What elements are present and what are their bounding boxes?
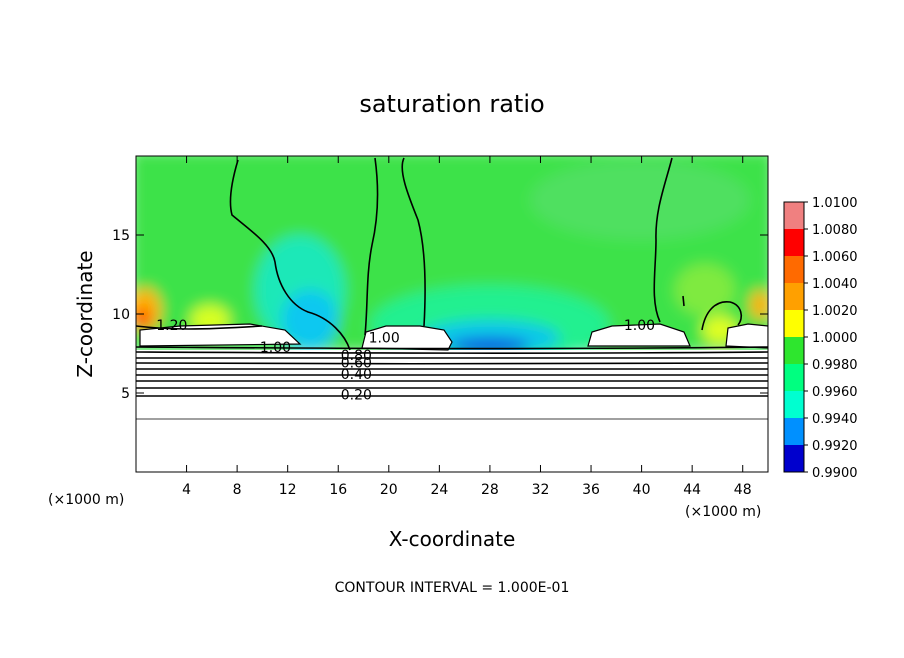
x-tick-label: 28 [481, 482, 499, 498]
contour-label: 0.80 [341, 348, 372, 364]
x-tick-label: 24 [430, 482, 448, 498]
colorbar-segment [784, 445, 804, 472]
x-unit-label-left: (×1000 m) [48, 492, 124, 508]
colorbar-segment [784, 202, 804, 229]
x-tick-label: 4 [182, 482, 191, 498]
colorbar-label: 0.9980 [812, 358, 858, 373]
chart-title: saturation ratio [359, 90, 544, 118]
x-tick-label: 12 [279, 482, 297, 498]
colorbar-label: 1.0080 [812, 223, 858, 238]
colorbar-label: 1.0040 [812, 277, 858, 292]
colorbar-label: 1.0000 [812, 331, 858, 346]
contour-labels: 1.20 1.00 1.00 1.00 0.800.600.40 0.20 [156, 318, 655, 404]
contour-label: 0.60 [341, 356, 372, 372]
lower-region-blank [136, 350, 768, 472]
colorbar: 1.0100 1.0080 1.0060 1.0040 1.0020 1.0000 0.99… [783, 196, 858, 481]
x-tick-label: 20 [380, 482, 398, 498]
colorbar-label: 1.0060 [812, 250, 858, 265]
contour-label: 0.40 [341, 367, 372, 383]
colorbar-label: 1.0020 [812, 304, 858, 319]
contour-lines [136, 157, 768, 397]
colorbar-label: 0.9940 [812, 412, 858, 427]
colorbar-segment [784, 391, 804, 418]
colorbar-label: 0.9900 [812, 466, 858, 481]
x-axis-label: X-coordinate [389, 527, 516, 551]
plot-area: 1.20 1.00 1.00 1.00 0.800.600.40 0.20 [136, 156, 768, 472]
contour-label: 1.20 [156, 318, 187, 334]
colorbar-segment [784, 310, 804, 337]
x-tick-label: 48 [734, 482, 752, 498]
colorbar-segment [784, 418, 804, 445]
contour-label: 1.00 [369, 330, 400, 346]
y-axis-label: Z-coordinate [73, 250, 97, 377]
colorbar-label: 0.9960 [812, 385, 858, 400]
x-tick-label: 32 [532, 482, 550, 498]
x-tick-label: 16 [329, 482, 347, 498]
colorbar-segment [784, 364, 804, 391]
colorbar-segment [784, 337, 804, 364]
y-tick-label: 5 [121, 386, 130, 402]
x-tick-label: 36 [582, 482, 600, 498]
contour-label: 1.00 [260, 340, 291, 356]
contour-interval-note: CONTOUR INTERVAL = 1.000E-01 [335, 580, 570, 596]
x-tick-label: 40 [633, 482, 651, 498]
y-axis: 5 10 15 [112, 228, 768, 402]
x-unit-label-right: (×1000 m) [685, 504, 761, 520]
colorbar-segment [784, 229, 804, 256]
y-tick-label: 15 [112, 228, 130, 244]
colorbar-segment [784, 256, 804, 283]
colorbar-label: 1.0100 [812, 196, 858, 211]
x-tick-label: 44 [683, 482, 701, 498]
contour-label: 0.20 [341, 387, 372, 403]
x-axis: 4 8 12 16 20 24 28 32 36 40 44 48 [182, 156, 752, 498]
colorbar-label: 0.9920 [812, 439, 858, 454]
x-tick-label: 8 [233, 482, 242, 498]
colorbar-segment [784, 283, 804, 310]
y-tick-label: 10 [112, 307, 130, 323]
contour-label: 1.00 [624, 318, 655, 334]
